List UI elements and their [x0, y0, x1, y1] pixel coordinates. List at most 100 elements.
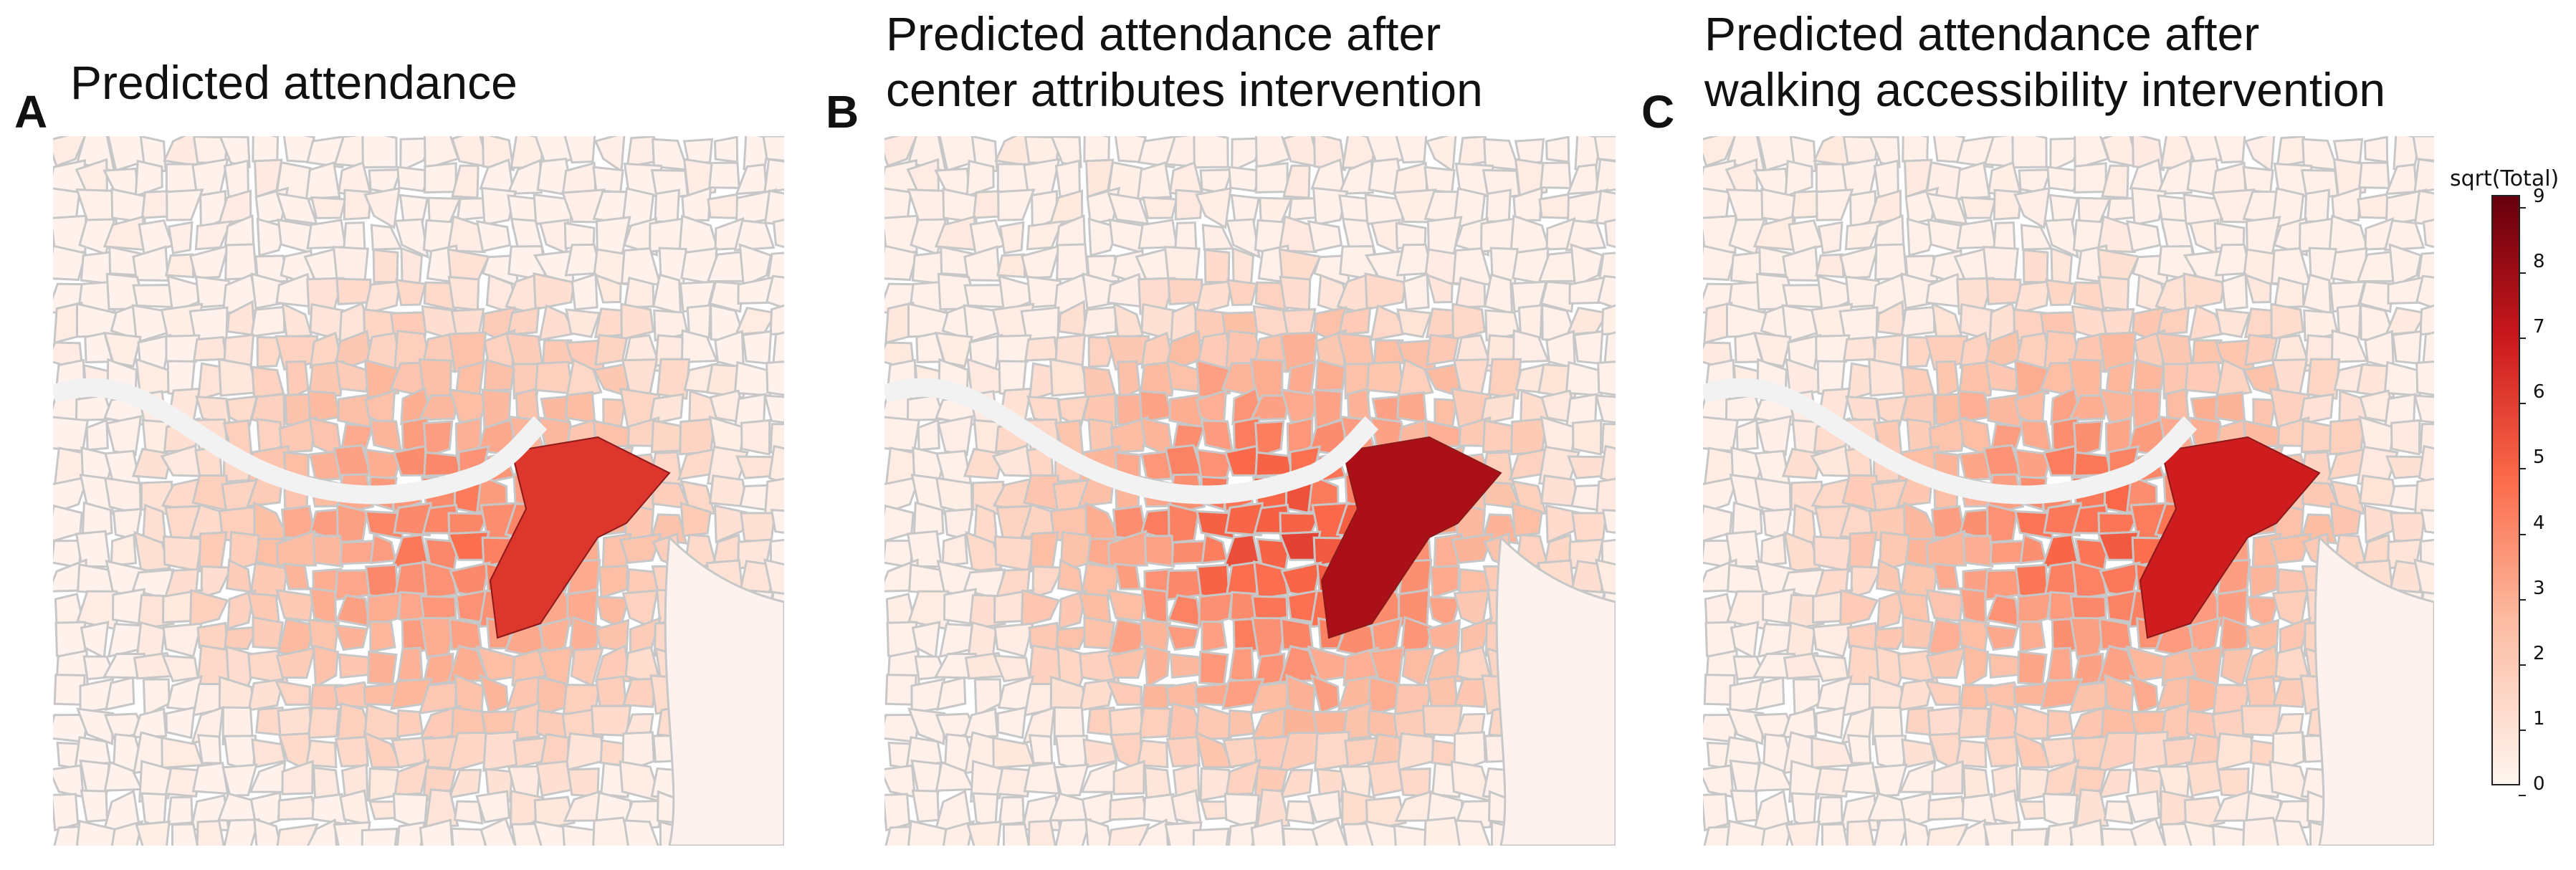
- census-tract: [1457, 136, 1489, 168]
- census-tract: [623, 276, 655, 309]
- census-tract: [196, 734, 222, 765]
- census-tract: [1755, 415, 1793, 456]
- census-tract: [1868, 358, 1909, 397]
- census-tract: [2125, 220, 2162, 253]
- census-tract: [2014, 448, 2053, 482]
- census-tract: [740, 419, 771, 456]
- colorbar: [2491, 195, 2520, 785]
- census-tract: [1814, 767, 1852, 798]
- census-tract: [1956, 818, 1988, 846]
- census-tract: [1454, 276, 1487, 309]
- census-tract: [475, 220, 512, 253]
- census-tract: [335, 277, 372, 306]
- census-tract: [364, 448, 404, 482]
- census-tract: [1897, 677, 1935, 712]
- census-tract: [421, 560, 458, 601]
- census-tract: [53, 244, 87, 282]
- census-tract: [1960, 196, 1997, 219]
- census-tract: [2413, 158, 2434, 193]
- choropleth-map[interactable]: [884, 136, 1616, 846]
- census-tract: [275, 646, 317, 679]
- census-tract: [1250, 818, 1285, 846]
- census-tract: [533, 820, 571, 846]
- choropleth-map[interactable]: [53, 136, 784, 846]
- census-tract: [1370, 219, 1401, 255]
- census-tract: [884, 214, 919, 257]
- census-tract: [2363, 504, 2399, 544]
- colorbar-tick: 2: [2519, 643, 2545, 675]
- census-tract: [1703, 764, 1735, 798]
- census-tract: [2069, 595, 2107, 624]
- census-tract: [1279, 768, 1314, 799]
- census-tract: [1903, 817, 1932, 846]
- census-tract: [619, 532, 663, 564]
- census-tract: [884, 136, 918, 168]
- census-tract: [1730, 789, 1759, 823]
- census-tract: [2276, 136, 2307, 168]
- census-tract: [307, 360, 345, 398]
- census-tract: [475, 790, 511, 823]
- census-tract: [772, 331, 784, 366]
- census-tract: [334, 735, 369, 768]
- census-tract: [309, 587, 338, 626]
- census-tract: [1107, 530, 1149, 567]
- census-tract: [312, 644, 340, 689]
- colorbar-tick: 7: [2519, 316, 2545, 348]
- census-tract: [1957, 707, 1990, 740]
- census-tract: [417, 394, 459, 421]
- census-tract: [2213, 790, 2252, 822]
- census-tract: [2383, 219, 2425, 252]
- census-tract: [2071, 560, 2108, 601]
- census-tract: [483, 358, 515, 393]
- colorbar-title: sqrt(Total): [2450, 166, 2560, 191]
- census-tract: [2304, 188, 2331, 223]
- census-tract: [1595, 189, 1616, 226]
- census-tract: [1924, 679, 1962, 706]
- census-tract: [733, 219, 776, 252]
- census-tract: [1423, 166, 1456, 193]
- census-tract: [623, 216, 658, 257]
- census-tract: [480, 817, 517, 846]
- census-tract: [1983, 821, 2021, 846]
- choropleth-map[interactable]: [1703, 136, 2434, 846]
- census-tract: [713, 504, 749, 544]
- census-tract: [1816, 188, 1854, 221]
- census-tract: [1398, 768, 1431, 798]
- census-tract: [369, 533, 397, 565]
- census-tract: [884, 764, 916, 798]
- census-tract: [565, 391, 596, 424]
- census-tract: [419, 818, 454, 846]
- census-tract: [1165, 735, 1201, 768]
- map-panel-a[interactable]: [53, 136, 784, 846]
- census-tract: [396, 709, 424, 738]
- census-tract: [594, 273, 622, 304]
- census-tract: [1599, 444, 1616, 485]
- census-tract: [1402, 272, 1430, 311]
- census-tract: [1426, 273, 1454, 304]
- census-tract: [593, 136, 626, 173]
- census-tract: [1848, 531, 1878, 573]
- census-tract: [1365, 360, 1406, 395]
- census-tract: [1170, 789, 1203, 826]
- census-tract: [1782, 284, 1825, 309]
- census-tract: [1876, 588, 1907, 631]
- census-tract: [369, 621, 396, 654]
- census-tract: [339, 789, 371, 826]
- census-tract: [738, 243, 773, 288]
- census-tract: [2273, 819, 2309, 846]
- census-tract: [1871, 763, 1908, 797]
- census-tract: [200, 565, 234, 599]
- census-tract: [251, 365, 285, 399]
- census-tract: [250, 305, 286, 338]
- census-tract: [917, 419, 940, 451]
- census-tract: [1935, 360, 1960, 401]
- map-panel-b[interactable]: [884, 136, 1616, 846]
- census-tract: [998, 795, 1025, 826]
- census-tract: [2383, 360, 2422, 397]
- map-panel-c[interactable]: [1703, 136, 2434, 846]
- census-tract: [1337, 158, 1374, 195]
- census-tract: [1573, 330, 1604, 365]
- panel-title-b: Predicted attendance after center attrib…: [886, 7, 1483, 116]
- census-tract: [1956, 219, 1997, 250]
- census-tract: [768, 444, 784, 485]
